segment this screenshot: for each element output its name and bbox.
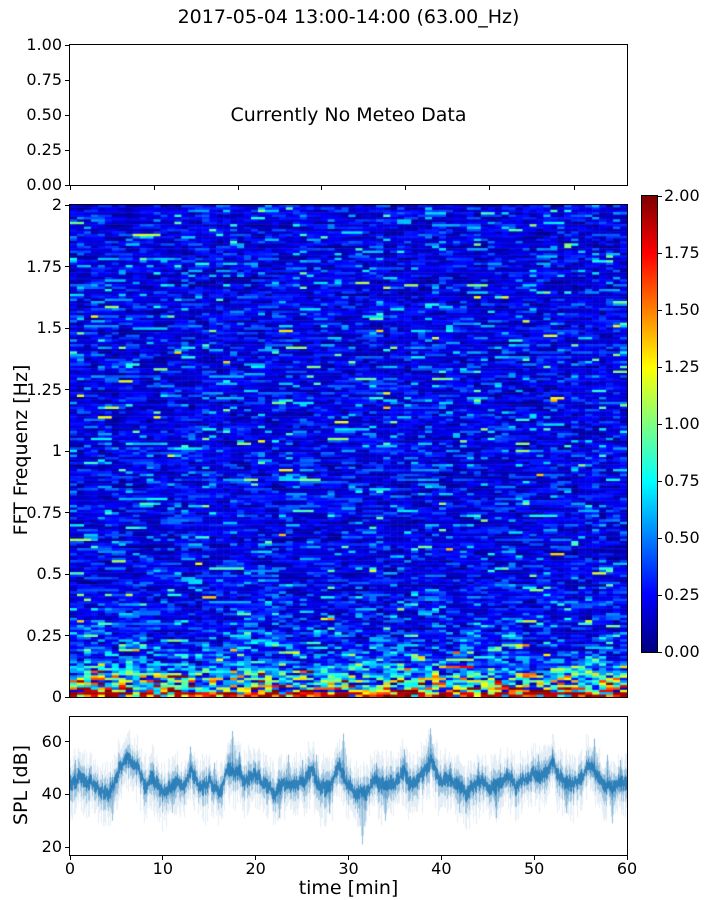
- spl-x-tick: [626, 856, 628, 860]
- spectrogram-y-tick: [65, 266, 69, 267]
- spectrogram-y-tick-label: 1.25: [26, 379, 62, 399]
- spectrogram-y-tick-label: 0.5: [36, 564, 62, 583]
- spl-y-tick: [65, 846, 69, 848]
- colorbar-tick: [658, 423, 662, 425]
- spl-x-tick: [255, 856, 257, 860]
- spl-x-tick: [533, 856, 535, 860]
- spectrogram-y-tick-label: 0.75: [26, 502, 62, 522]
- colorbar-tick-label: 1.00: [664, 414, 700, 433]
- spl-x-tick-label: 0: [64, 859, 76, 878]
- meteo-x-tick: [321, 186, 323, 190]
- spectrogram-y-tick: [65, 573, 69, 575]
- spectrogram-y-tick: [65, 389, 69, 390]
- meteo-x-tick: [488, 186, 490, 190]
- spl-panel: [69, 716, 628, 856]
- spectrogram-y-tick-label: 2: [51, 195, 62, 214]
- colorbar-tick-label: 0.75: [664, 471, 700, 490]
- meteo-x-tick: [153, 186, 155, 190]
- colorbar-tick: [658, 594, 662, 596]
- spl-x-tick: [440, 856, 442, 860]
- spectrogram-y-tick: [65, 327, 69, 329]
- meteo-x-tick: [404, 186, 406, 190]
- spl-x-tick: [69, 856, 71, 860]
- spl-x-tick-label: 30: [338, 859, 359, 878]
- spl-x-tick: [162, 856, 164, 860]
- spl-x-tick-label: 20: [245, 859, 266, 878]
- colorbar-tick: [658, 366, 662, 368]
- spectrogram-y-tick: [65, 696, 69, 698]
- meteo-y-tick: [65, 114, 69, 116]
- spectrogram-y-tick-label: 0.25: [26, 625, 62, 645]
- spl-x-tick-label: 40: [431, 859, 452, 878]
- spectrogram-y-tick: [65, 450, 69, 452]
- spectrogram-y-tick-label: 0: [51, 687, 62, 706]
- colorbar: [641, 195, 658, 653]
- spectrogram-panel: [69, 204, 628, 698]
- colorbar-tick: [658, 480, 662, 482]
- meteo-x-tick: [69, 186, 71, 190]
- meteo-y-tick-label: 1.00: [26, 35, 62, 54]
- no-meteo-data-message: Currently No Meteo Data: [230, 104, 467, 126]
- x-axis-label: time [min]: [298, 877, 399, 899]
- spectrogram-y-tick: [65, 635, 69, 636]
- spl-x-tick-label: 50: [523, 859, 545, 878]
- spl-ylabel: SPL [dB]: [10, 744, 32, 826]
- spl-y-tick-label: 40: [41, 784, 62, 804]
- meteo-y-tick-label: 0.00: [26, 175, 62, 194]
- spl-y-tick-label: 20: [41, 837, 62, 857]
- colorbar-gradient: [642, 196, 657, 652]
- colorbar-tick-label: 1.25: [664, 357, 700, 376]
- colorbar-tick: [658, 195, 662, 197]
- meteo-x-tick: [573, 186, 575, 190]
- colorbar-tick: [658, 651, 662, 653]
- spl-x-tick-label: 10: [152, 859, 174, 878]
- spectrogram-y-tick: [65, 512, 69, 513]
- spl-line-chart: [70, 717, 627, 855]
- spl-y-tick: [65, 793, 69, 795]
- colorbar-tick-label: 0.25: [664, 585, 700, 604]
- meteo-x-tick: [237, 186, 239, 190]
- colorbar-tick: [658, 309, 662, 311]
- meteo-y-tick-label: 0.75: [26, 70, 62, 89]
- spectrogram-y-tick: [65, 204, 69, 206]
- colorbar-tick-label: 0.00: [664, 642, 700, 661]
- meteo-panel: [69, 44, 628, 186]
- colorbar-tick: [658, 252, 662, 254]
- colorbar-tick-label: 0.50: [664, 528, 700, 547]
- spl-x-tick-label: 60: [616, 859, 638, 878]
- spectrogram-heatmap: [70, 205, 627, 697]
- colorbar-tick-label: 1.75: [664, 243, 700, 262]
- colorbar-tick-label: 1.50: [664, 300, 700, 319]
- spectrogram-y-tick-label: 1.75: [26, 256, 62, 276]
- spl-y-tick-label: 60: [41, 731, 62, 751]
- colorbar-tick: [658, 537, 662, 539]
- meteo-y-tick: [65, 79, 69, 81]
- meteo-y-tick-label: 0.25: [26, 140, 62, 159]
- figure-title: 2017-05-04 13:00-14:00 (63.00_Hz): [177, 6, 520, 28]
- spl-x-tick: [348, 856, 349, 860]
- spl-y-tick: [65, 741, 69, 743]
- spectrogram-y-tick-label: 1: [51, 441, 62, 460]
- meteo-y-tick: [65, 184, 69, 186]
- meteo-y-tick-label: 0.50: [26, 105, 62, 124]
- meteo-y-tick: [65, 44, 69, 46]
- colorbar-tick-label: 2.00: [664, 186, 700, 205]
- meteo-y-tick: [65, 149, 69, 151]
- spectrogram-y-tick-label: 1.5: [36, 318, 62, 337]
